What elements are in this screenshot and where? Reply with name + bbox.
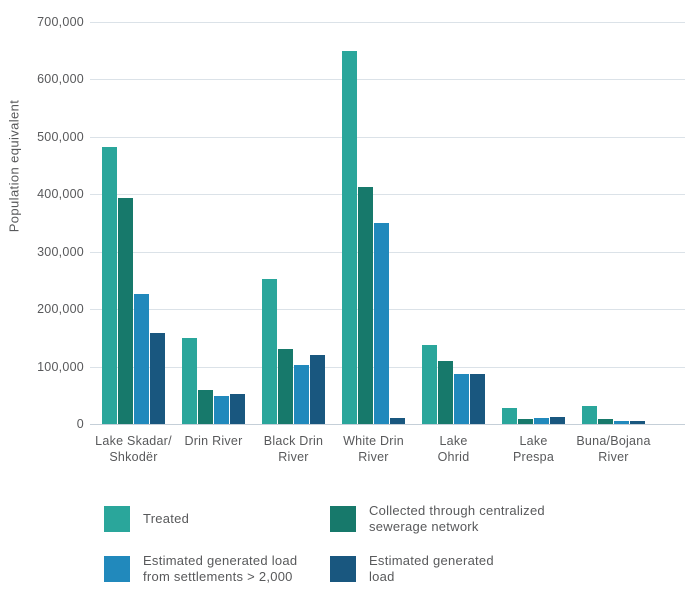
gridline [90,194,685,196]
bar [214,396,229,424]
legend-item: Estimated generated load from settlement… [104,553,330,586]
y-tick-label: 400,000 [37,187,84,202]
x-category-label: Black Drin River [263,434,324,465]
bar [598,419,613,424]
plot-area [90,22,685,425]
bar-group [582,22,645,424]
y-tick-label: 0 [76,417,84,431]
y-tick-label: 500,000 [37,129,84,144]
legend-label: Collected through centralized sewerage n… [369,503,545,535]
gridline [90,22,685,23]
bar [502,407,517,424]
bar [102,146,117,424]
legend-color-swatch [330,555,356,582]
legend-color-swatch [330,506,356,533]
bar-group [102,22,165,424]
bar [454,374,469,424]
y-tick-label: 300,000 [37,244,84,259]
x-category-label: Lake Skadar/ Shkodër [95,434,172,465]
bar-group [502,22,565,424]
legend-color-swatch [104,555,130,582]
bar [198,389,213,424]
bar [150,333,165,424]
bar [422,345,437,424]
bar [134,294,149,424]
bar [470,374,485,424]
bar [614,421,629,424]
bar [390,418,405,424]
x-category-label: Drin River [184,434,243,448]
gridline [90,79,685,81]
bar [358,186,373,424]
x-axis: Lake Skadar/ Shkodër Drin River Black Drin… [90,433,685,473]
bar [310,355,325,424]
y-tick-label: 200,000 [37,302,84,317]
bar [262,279,277,424]
bar [438,360,453,424]
bar [582,406,597,424]
bar-group [182,22,245,424]
x-category-label: White Drin River [343,434,404,465]
gridline [90,136,685,138]
bar [550,416,565,424]
bar [278,349,293,424]
bar [518,418,533,424]
bar-group [262,22,325,424]
y-tick-label: 100,000 [37,359,84,374]
bar [294,365,309,424]
y-tick-label: 700,000 [37,15,84,29]
legend-label: Estimated generated load from settlement… [143,552,298,584]
x-category-label: Lake Prespa [512,434,555,465]
bar [182,337,197,424]
bar [342,50,357,424]
bar-group [342,22,405,424]
bar [534,418,549,424]
x-category-label: Buna/Bojana River [576,434,651,465]
y-tick-label: 600,000 [37,72,84,87]
bar [230,394,245,424]
legend-item: Estimated generated load [330,553,574,586]
legend-item: Treated [104,503,330,536]
bar [118,197,133,424]
bar-group [422,22,485,424]
bar [630,420,645,424]
legend-color-swatch [104,506,130,533]
legend-label: Treated [143,511,190,527]
x-category-label: Lake Ohrid [437,434,470,465]
bar [374,223,389,424]
legend-item: Collected through centralized sewerage n… [330,503,574,536]
y-axis: 0 100,000 200,000 300,000 400,000 500,000 600,… [0,15,84,431]
legend-label: Estimated generated load [369,552,494,584]
legend: Treated Collected through centralized sew… [104,503,574,585]
